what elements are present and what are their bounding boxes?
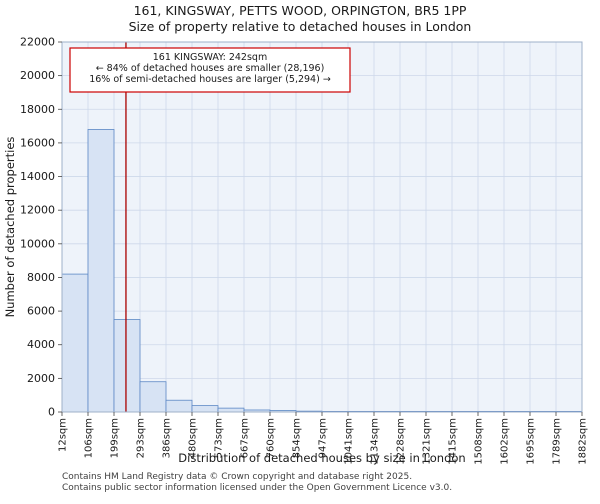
y-axis-label: Number of detached properties: [3, 137, 17, 318]
histogram-bar: [217, 407, 245, 413]
histogram-bar: [139, 381, 167, 413]
y-tick-label: 0: [48, 406, 55, 419]
x-tick-label: 1602sqm: [500, 418, 511, 465]
x-tick-label: 1415sqm: [448, 418, 459, 465]
y-tick-label: 4000: [27, 338, 55, 351]
chart-title-line2: Size of property relative to detached ho…: [129, 19, 472, 34]
x-tick-label: 1508sqm: [474, 418, 485, 465]
x-tick-label: 1134sqm: [370, 418, 381, 465]
y-tick-label: 20000: [20, 69, 55, 82]
annotation-box: 161 KINGSWAY: 242sqm ← 84% of detached h…: [69, 47, 351, 93]
x-tick-label: 106sqm: [84, 418, 95, 458]
x-tick-label: 199sqm: [110, 418, 121, 458]
y-tick-label: 10000: [20, 237, 55, 250]
x-tick-label: 1041sqm: [344, 418, 355, 465]
histogram-bar: [165, 399, 193, 413]
x-tick-label: 1695sqm: [526, 418, 537, 465]
y-axis-ticks: 0 2000 4000 6000 8000 10000 12000 14000 16000 180…: [20, 36, 62, 419]
x-tick-label: 12sqm: [58, 418, 69, 452]
x-tick-label: 1882sqm: [578, 418, 589, 465]
x-tick-label: 386sqm: [162, 418, 173, 458]
x-tick-label: 573sqm: [214, 418, 225, 458]
footer-line2: Contains public sector information licen…: [62, 483, 452, 493]
annotation-line1: 161 KINGSWAY: 242sqm: [153, 52, 267, 63]
y-tick-label: 12000: [20, 204, 55, 217]
y-tick-label: 2000: [27, 372, 55, 385]
y-tick-label: 18000: [20, 103, 55, 116]
x-tick-label: 947sqm: [318, 418, 329, 458]
chart-title-line1: 161, KINGSWAY, PETTS WOOD, ORPINGTON, BR…: [134, 3, 467, 18]
x-axis-label: Distribution of detached houses by size …: [178, 451, 465, 465]
x-tick-label: 854sqm: [292, 418, 303, 458]
x-tick-label: 760sqm: [266, 418, 277, 458]
annotation-line3: 16% of semi-detached houses are larger (…: [89, 74, 331, 85]
histogram-bar: [87, 129, 115, 413]
x-tick-label: 293sqm: [136, 418, 147, 458]
x-tick-label: 1228sqm: [396, 418, 407, 465]
y-tick-label: 14000: [20, 170, 55, 183]
y-tick-label: 16000: [20, 136, 55, 149]
y-tick-label: 6000: [27, 305, 55, 318]
histogram-bar: [191, 405, 219, 413]
footer-line1: Contains HM Land Registry data © Crown c…: [62, 472, 412, 482]
x-tick-label: 480sqm: [188, 418, 199, 458]
x-tick-label: 667sqm: [240, 418, 251, 458]
x-tick-label: 1789sqm: [552, 418, 563, 465]
histogram-bar: [61, 273, 89, 413]
histogram-bars: [61, 129, 583, 413]
y-tick-label: 8000: [27, 271, 55, 284]
histogram-bar: [113, 319, 141, 413]
x-tick-label: 1321sqm: [422, 418, 433, 465]
annotation-border: [69, 47, 351, 93]
annotation-line2: ← 84% of detached houses are smaller (28…: [96, 63, 325, 74]
y-tick-label: 22000: [20, 36, 55, 49]
x-axis-ticks: 12sqm 106sqm 199sqm 293sqm 386sqm 480sqm 573sq…: [58, 412, 589, 465]
